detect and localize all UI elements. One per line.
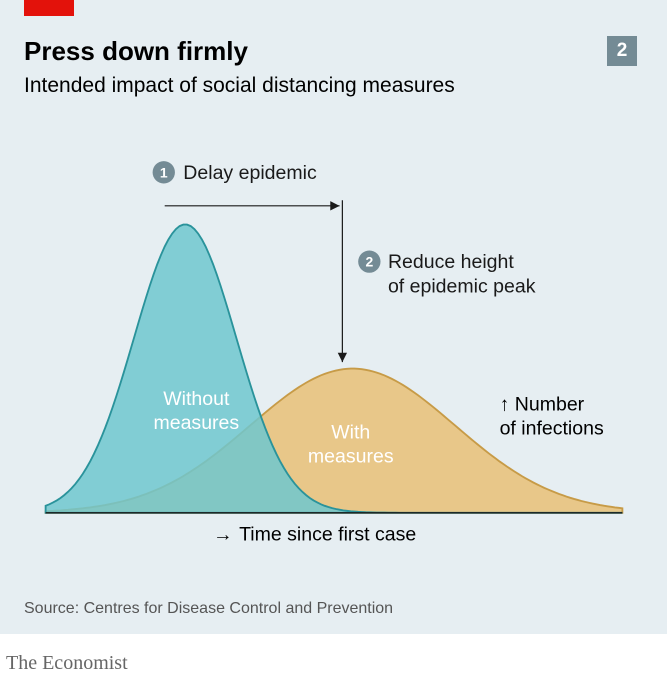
annotation-1-number: 1	[160, 164, 168, 180]
page-number-badge: 2	[607, 36, 637, 66]
chart-card: 2 Press down firmly Intended impact of s…	[0, 0, 667, 634]
publisher-credit: The Economist	[6, 652, 128, 675]
with-measures-label-line2: measures	[308, 446, 394, 468]
source-attribution: Source: Centres for Disease Control and …	[24, 600, 393, 618]
chart-subtitle: Intended impact of social distancing mea…	[24, 74, 455, 98]
x-axis-arrow-icon: →	[213, 524, 233, 546]
annotation-2-label-line2: of epidemic peak	[388, 275, 536, 297]
annotation-1-label: Delay epidemic	[183, 162, 317, 184]
with-measures-label-line1: With	[331, 421, 370, 443]
annotation-2-label-line1: Reduce height	[388, 251, 514, 273]
chart-title: Press down firmly	[24, 36, 248, 67]
without-measures-label-line2: measures	[153, 412, 239, 434]
reduce-peak-arrow-head-icon	[338, 353, 347, 362]
frame: 2 Press down firmly Intended impact of s…	[0, 0, 667, 686]
brand-red-tab	[24, 0, 74, 16]
y-axis-label-line2: of infections	[500, 418, 604, 440]
annotation-2-number: 2	[365, 254, 373, 270]
x-axis-label: Time since first case	[239, 524, 416, 546]
without-measures-label-line1: Without	[163, 388, 230, 410]
delay-arrow-head-icon	[330, 201, 339, 210]
epidemic-curves-chart: 1 Delay epidemic 2 Reduce height of epid…	[24, 150, 644, 550]
y-axis-label-line1: ↑ Number	[500, 393, 585, 415]
